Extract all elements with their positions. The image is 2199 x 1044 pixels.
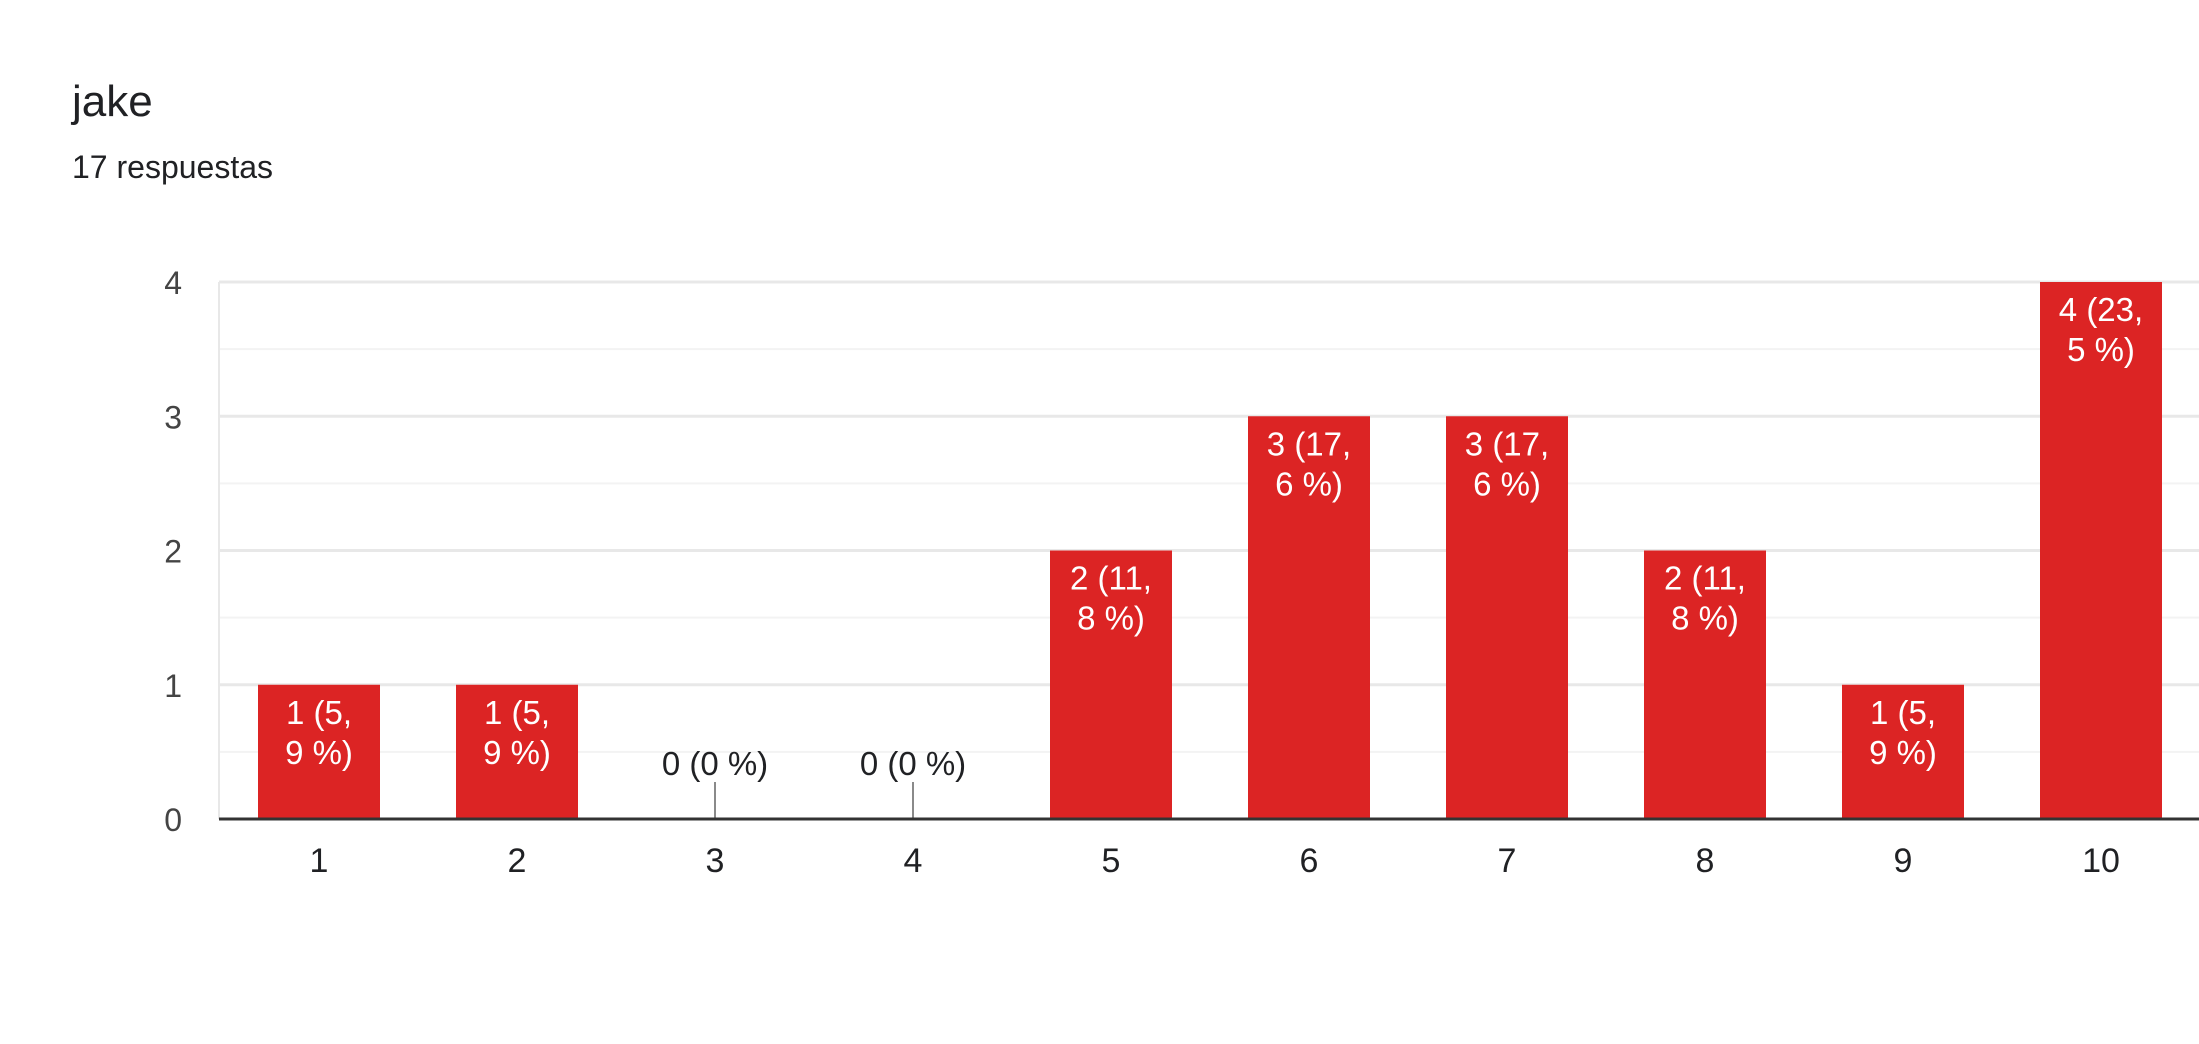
x-tick-label: 8 xyxy=(1696,842,1715,880)
x-tick-label: 9 xyxy=(1894,842,1913,880)
bar-data-label: 0 (0 %) xyxy=(860,745,966,782)
y-tick-label: 2 xyxy=(164,534,182,570)
y-tick-label: 1 xyxy=(164,668,182,704)
x-tick-label: 3 xyxy=(706,842,725,880)
x-tick-label: 6 xyxy=(1300,842,1319,880)
bar-data-label: 2 (11, 8 %) xyxy=(1664,560,1746,637)
bar-data-label: 1 (5, 9 %) xyxy=(1869,694,1937,771)
bar xyxy=(1842,684,1964,819)
x-tick-label: 1 xyxy=(310,842,329,880)
bar xyxy=(456,684,578,819)
bar-data-label: 4 (23, 5 %) xyxy=(2059,291,2143,368)
bar xyxy=(258,684,380,819)
response-count: 17 respuestas xyxy=(72,149,274,185)
bar xyxy=(1050,550,1172,819)
bar xyxy=(1446,416,1568,819)
bar xyxy=(1248,416,1370,819)
bar-data-label: 1 (5, 9 %) xyxy=(285,694,353,771)
x-tick-label: 10 xyxy=(2082,842,2120,880)
y-tick-label: 3 xyxy=(164,399,182,435)
y-tick-label: 0 xyxy=(164,802,182,838)
x-tick-label: 2 xyxy=(508,842,527,880)
bar-data-label: 1 (5, 9 %) xyxy=(483,694,551,771)
y-tick-label: 4 xyxy=(164,265,182,301)
bar xyxy=(2040,282,2162,819)
x-tick-label: 7 xyxy=(1498,842,1517,880)
bar-data-label: 0 (0 %) xyxy=(662,745,768,782)
question-title: jake xyxy=(72,77,153,126)
bar-data-label: 2 (11, 8 %) xyxy=(1070,560,1152,637)
x-tick-label: 5 xyxy=(1102,842,1121,880)
bar-data-label: 3 (17, 6 %) xyxy=(1465,425,1549,502)
x-tick-label: 4 xyxy=(904,842,923,880)
bar-data-label: 3 (17, 6 %) xyxy=(1267,425,1351,502)
bar xyxy=(1644,550,1766,819)
